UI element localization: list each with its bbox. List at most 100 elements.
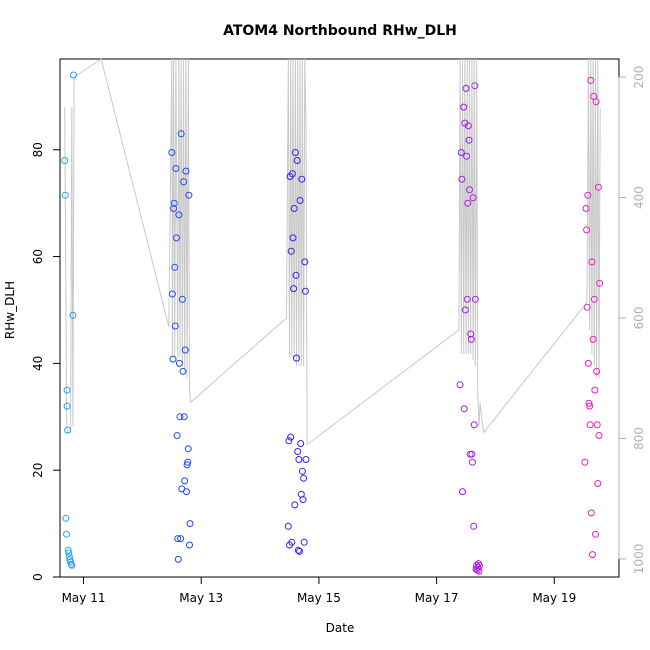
data-point bbox=[177, 130, 185, 138]
y2-tick-label: 200 bbox=[632, 66, 646, 89]
data-point bbox=[291, 149, 299, 156]
data-point bbox=[295, 456, 303, 463]
data-point bbox=[294, 546, 302, 554]
data-point bbox=[290, 285, 298, 293]
data-point bbox=[174, 555, 182, 563]
data-point bbox=[64, 426, 72, 434]
data-point bbox=[583, 303, 591, 311]
data-point bbox=[298, 467, 306, 475]
y-tick-label: 40 bbox=[31, 356, 45, 371]
data-point bbox=[458, 175, 466, 183]
data-point bbox=[172, 165, 180, 172]
data-point bbox=[181, 477, 189, 485]
data-point bbox=[586, 421, 594, 429]
data-point bbox=[175, 359, 183, 367]
data-point bbox=[456, 381, 464, 389]
data-point bbox=[180, 178, 188, 186]
data-point bbox=[64, 546, 72, 554]
data-point bbox=[293, 354, 300, 362]
data-point bbox=[463, 295, 471, 303]
data-point bbox=[584, 359, 592, 367]
data-point bbox=[587, 76, 595, 84]
data-point bbox=[460, 405, 468, 413]
data-point bbox=[173, 234, 180, 242]
data-point bbox=[61, 157, 69, 164]
x-axis: May 11 May 13 May 15 May 17 May 19 bbox=[62, 576, 576, 605]
data-point bbox=[171, 322, 179, 330]
data-point bbox=[457, 149, 465, 156]
data-point bbox=[584, 191, 592, 199]
data-point bbox=[470, 421, 478, 429]
data-point bbox=[63, 530, 70, 538]
y-tick-label: 0 bbox=[31, 573, 45, 581]
data-point bbox=[168, 149, 176, 156]
data-point bbox=[462, 84, 470, 92]
data-point bbox=[299, 496, 307, 504]
pressure-line bbox=[64, 58, 601, 446]
data-point bbox=[467, 335, 475, 343]
pressure-track bbox=[64, 58, 601, 446]
data-point bbox=[298, 175, 306, 183]
data-point bbox=[464, 122, 472, 130]
data-point bbox=[186, 541, 193, 549]
y2-tick-label: 1000 bbox=[632, 544, 646, 575]
data-point bbox=[467, 330, 475, 338]
data-point bbox=[459, 488, 466, 496]
data-point bbox=[178, 295, 186, 303]
data-point bbox=[185, 191, 193, 199]
data-point bbox=[293, 157, 301, 164]
data-point bbox=[592, 98, 600, 106]
data-point bbox=[465, 136, 473, 144]
data-point bbox=[589, 551, 596, 559]
data-point bbox=[171, 263, 179, 271]
data-point bbox=[65, 549, 73, 557]
data-point bbox=[474, 563, 482, 571]
data-point bbox=[586, 402, 594, 410]
data-point bbox=[592, 530, 599, 538]
data-point bbox=[169, 355, 177, 363]
data-point bbox=[183, 488, 190, 496]
data-point bbox=[300, 538, 308, 546]
data-point bbox=[284, 522, 292, 530]
data-point bbox=[595, 432, 603, 439]
x-tick-label: May 15 bbox=[297, 591, 341, 605]
data-point bbox=[297, 440, 305, 447]
data-point bbox=[590, 295, 598, 303]
data-point bbox=[296, 547, 303, 555]
data-point bbox=[183, 461, 191, 469]
data-point bbox=[175, 211, 183, 219]
data-point bbox=[463, 152, 471, 160]
data-point bbox=[181, 346, 189, 354]
data-point bbox=[460, 103, 468, 111]
data-point bbox=[70, 71, 77, 79]
data-point bbox=[593, 367, 601, 375]
data-point bbox=[168, 290, 176, 298]
data-point bbox=[581, 458, 589, 466]
data-point bbox=[476, 562, 483, 570]
x-tick-label: May 11 bbox=[62, 591, 106, 605]
data-point bbox=[290, 205, 298, 212]
data-point bbox=[591, 386, 599, 394]
data-point bbox=[63, 386, 71, 394]
chart-title: ATOM4 Northbound RHw_DLH bbox=[223, 23, 457, 39]
data-point bbox=[470, 522, 478, 530]
data-point bbox=[583, 226, 591, 234]
data-point bbox=[461, 306, 469, 314]
data-point bbox=[68, 561, 76, 569]
x-tick-label: May 13 bbox=[179, 591, 223, 605]
data-point bbox=[588, 258, 596, 266]
data-point bbox=[291, 501, 299, 509]
data-point bbox=[594, 183, 602, 191]
data-point bbox=[184, 445, 192, 453]
y-axis-label: RHw_DLH bbox=[3, 281, 17, 339]
data-point bbox=[170, 205, 178, 212]
y-tick-label: 60 bbox=[31, 249, 45, 264]
data-point bbox=[471, 82, 479, 90]
data-points bbox=[61, 71, 604, 575]
data-point bbox=[69, 311, 77, 319]
data-point bbox=[170, 199, 178, 207]
y2-tick-label: 400 bbox=[632, 186, 646, 209]
data-point bbox=[287, 433, 295, 441]
data-point bbox=[186, 520, 194, 528]
